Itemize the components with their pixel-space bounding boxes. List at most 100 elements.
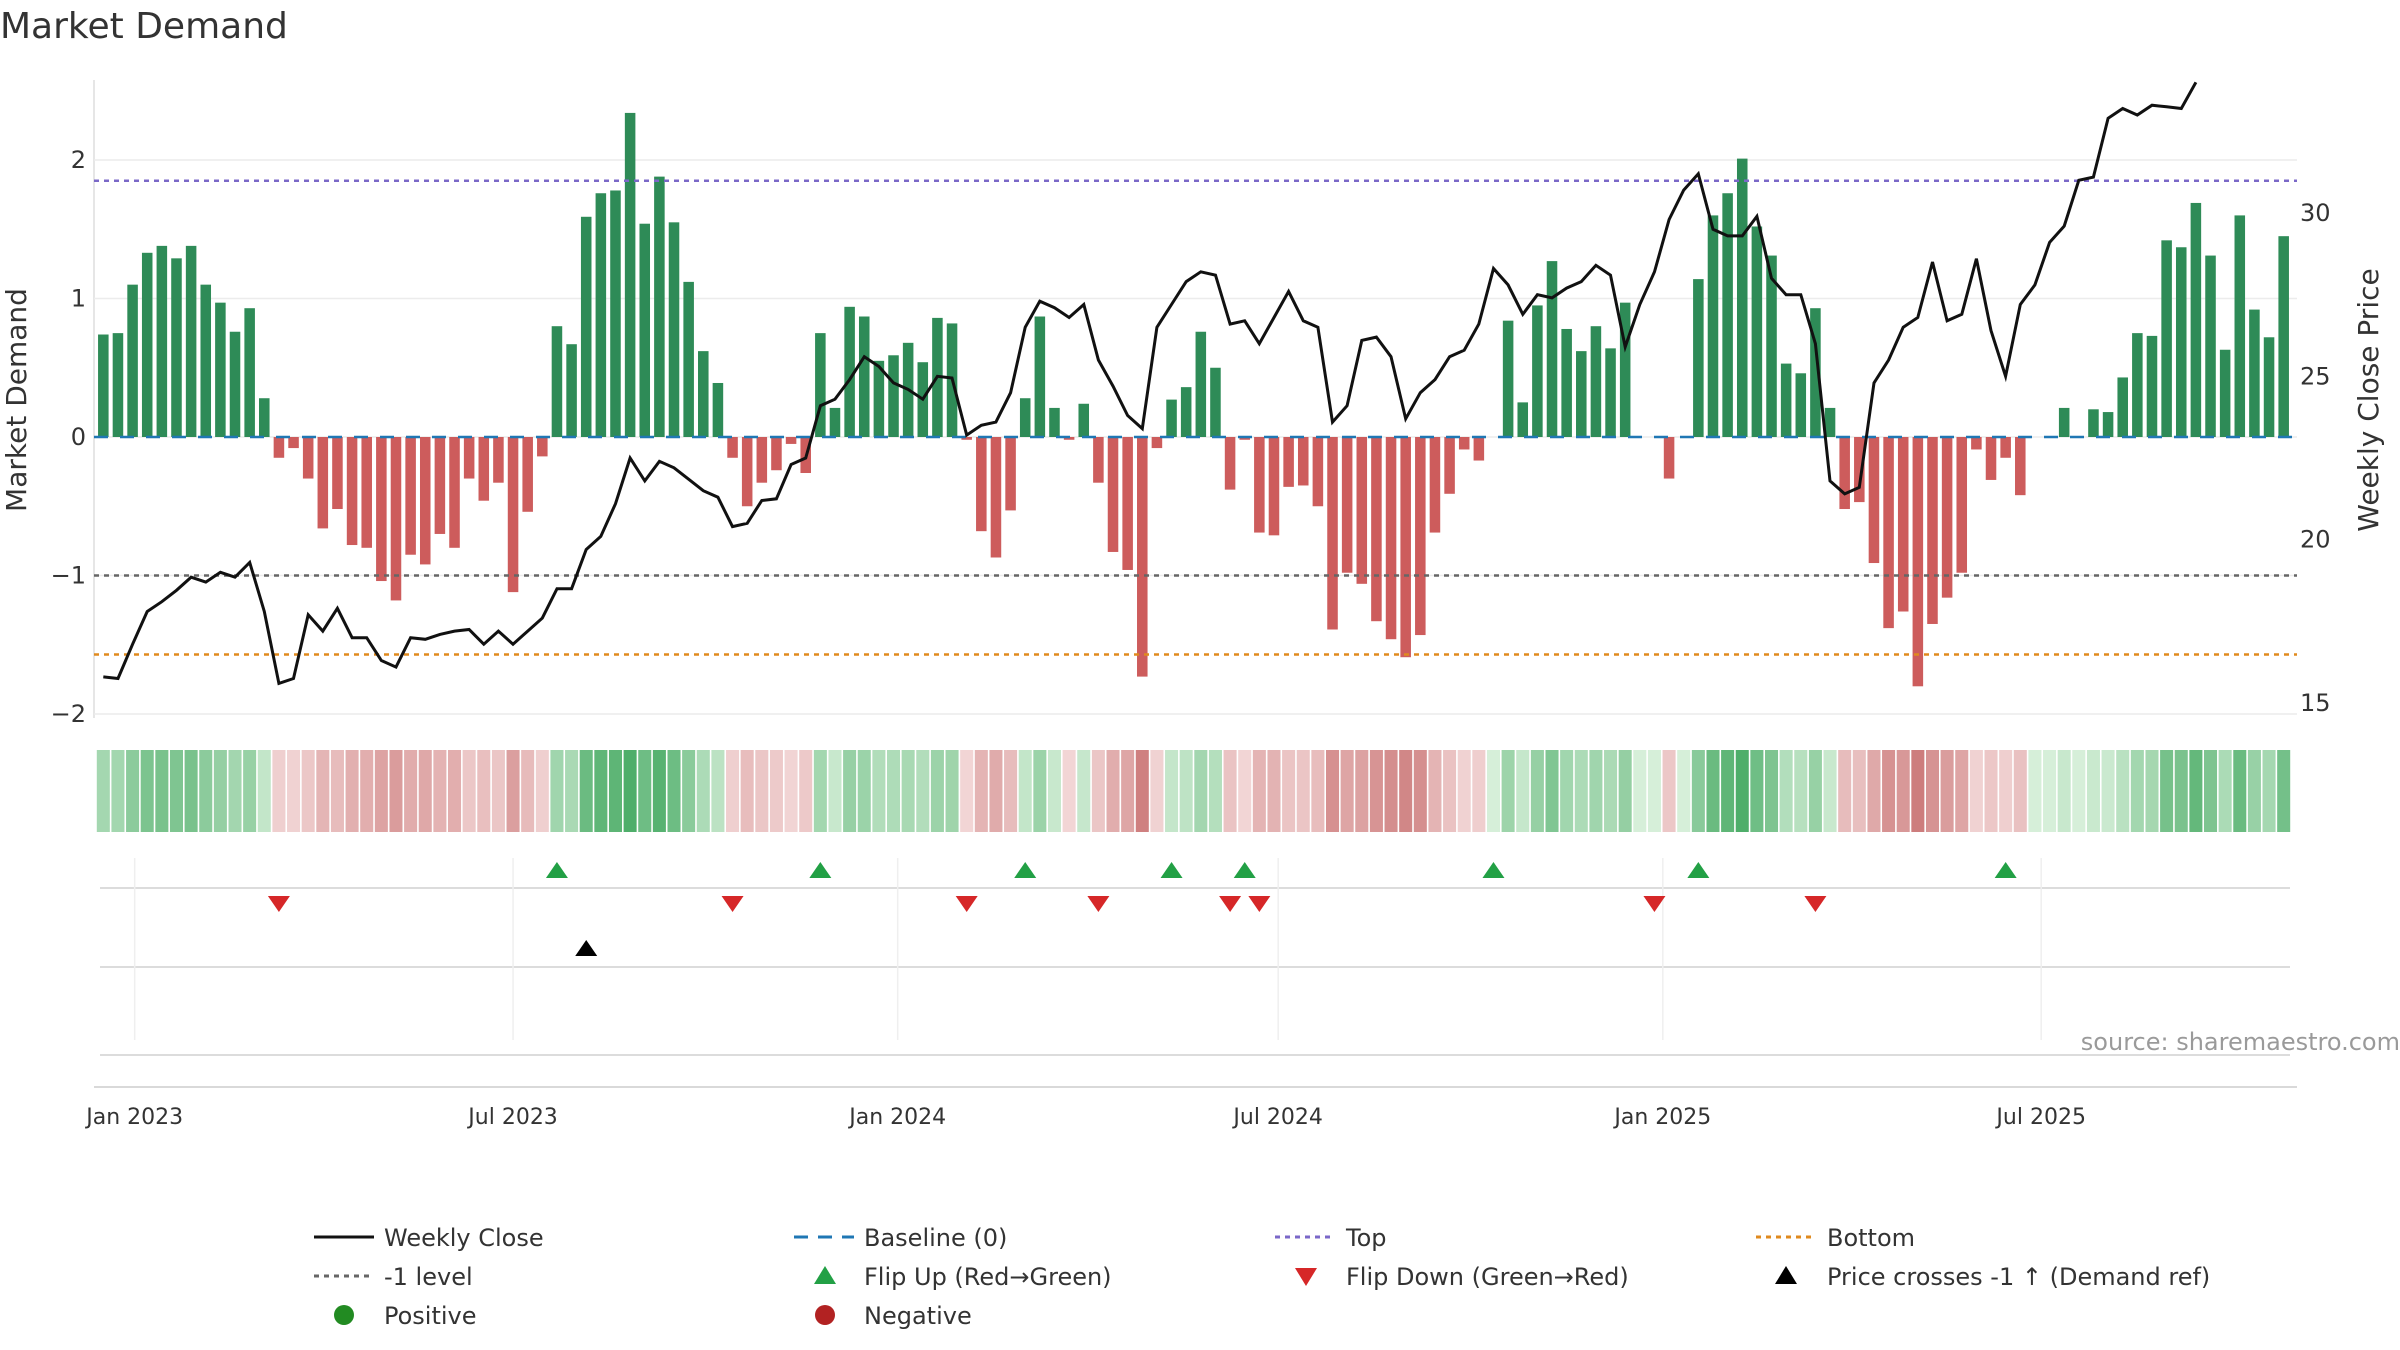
negative-demand-bar [1868, 437, 1880, 564]
negative-demand-bar [1356, 437, 1368, 584]
x-tick-label: Jan 2023 [84, 1105, 183, 1130]
flip-down-marker [1643, 896, 1666, 912]
flip-down-marker [1219, 896, 1242, 912]
heat-strip-cell [1047, 750, 1061, 832]
legend-flip-up: Flip Up (Red→Green) [814, 1263, 1112, 1291]
positive-demand-bar [2263, 337, 2275, 437]
svg-text:Weekly Close: Weekly Close [384, 1224, 544, 1252]
heat-strip-cell [433, 750, 447, 832]
heat-strip-cell [2013, 750, 2027, 832]
heat-strip-cell [2101, 750, 2115, 832]
heat-strip-cell [1326, 750, 1340, 832]
heat-strip-cell [726, 750, 740, 832]
positive-demand-bar [2278, 236, 2289, 437]
negative-demand-bar [1897, 437, 1909, 612]
heat-strip-cell [1604, 750, 1618, 832]
weekly-close-line [103, 81, 2198, 686]
positive-demand-bar [1824, 407, 1836, 437]
negative-demand-bar [1268, 437, 1280, 536]
svg-text:Flip Up (Red→Green): Flip Up (Red→Green) [864, 1263, 1112, 1291]
heat-strip-cell [916, 750, 930, 832]
heat-strip-cell [784, 750, 798, 832]
negative-demand-bar [1005, 437, 1016, 511]
negative-demand-bar [1429, 437, 1441, 533]
heat-strip-cell [1282, 750, 1296, 832]
positive-demand-bar [2175, 247, 2187, 437]
heat-strip-cell [1750, 750, 1764, 832]
heat-strip-cell [1413, 750, 1427, 832]
legend-price-cross: Price crosses -1 ↑ (Demand ref) [1775, 1263, 2210, 1291]
legend-bottom: Bottom [1756, 1224, 1915, 1252]
positive-demand-bar [1210, 367, 1221, 437]
heat-strip-cell [1311, 750, 1325, 832]
heat-strip-cell [550, 750, 564, 832]
negative-demand-bar [771, 437, 782, 471]
heat-strip-cell [1808, 750, 1822, 832]
heat-strip-cell [1647, 750, 1661, 832]
heat-strip-cell [535, 750, 549, 832]
positive-demand-bar [1751, 226, 1763, 437]
heat-strip-cell [1091, 750, 1105, 832]
heat-strip-cell [2262, 750, 2276, 832]
positive-demand-bar [1619, 302, 1631, 437]
positive-demand-bar [595, 193, 607, 437]
positive-demand-bar [244, 308, 255, 437]
heat-strip-cell [389, 750, 403, 832]
positive-demand-bar [1722, 193, 1733, 437]
heat-strip-cell [1062, 750, 1076, 832]
right-axis-label: Weekly Close Price [2352, 268, 2385, 531]
heat-strip-cell [682, 750, 696, 832]
heat-strip-cell [477, 750, 491, 832]
x-tick-label: Jul 2023 [466, 1105, 558, 1130]
negative-demand-bar [1063, 437, 1075, 440]
negative-demand-bar [1927, 437, 1938, 624]
heat-strip-cell [506, 750, 520, 832]
positive-demand-bar [1795, 373, 1807, 437]
heat-strip-cell [2043, 750, 2057, 832]
x-tick-label: Jan 2025 [1612, 1105, 1711, 1130]
svg-text:Price crosses -1 ↑ (Demand ref: Price crosses -1 ↑ (Demand ref) [1827, 1263, 2210, 1291]
positive-demand-bar [2161, 240, 2172, 437]
heat-strip-cell [1618, 750, 1632, 832]
positive-demand-bar [2249, 309, 2260, 437]
x-axis-ticks: Jan 2023 Jul 2023 Jan 2024 Jul 2024 Jan 2025… [84, 1105, 2086, 1130]
heat-strip-cell [272, 750, 286, 832]
right-y-tick-label: 25 [2300, 362, 2331, 390]
negative-demand-bar [1151, 437, 1163, 449]
negative-demand-bar [1239, 437, 1250, 440]
negative-demand-bar [1854, 437, 1865, 503]
positive-demand-bar [200, 284, 212, 437]
heat-strip-cell [1355, 750, 1369, 832]
negative-demand-bar [1444, 437, 1455, 494]
heat-strip-cell [1633, 750, 1647, 832]
negative-demand-bar [1941, 437, 1953, 598]
negative-demand-bar [1107, 437, 1119, 552]
heat-strip-cell [1794, 750, 1808, 832]
negative-demand-bar [785, 437, 797, 444]
positive-demand-bar [112, 333, 124, 437]
positive-demand-bar [127, 284, 138, 437]
heat-strip-cell [1369, 750, 1383, 832]
positive-demand-bar [844, 306, 855, 437]
negative-demand-bar [1341, 437, 1353, 573]
heat-strip-cell [1179, 750, 1193, 832]
heat-strip-cell [1004, 750, 1018, 832]
negative-demand-bar [1883, 437, 1894, 629]
flip-up-marker [1014, 862, 1037, 878]
negative-demand-bar [990, 437, 1002, 558]
positive-demand-bar [1707, 215, 1719, 437]
heat-strip-cell [1589, 750, 1603, 832]
negative-demand-bar [2000, 437, 2011, 458]
heat-strip-cell [930, 750, 944, 832]
negative-demand-bar [1458, 437, 1470, 450]
negative-demand-bar [1297, 437, 1309, 486]
negative-demand-bar [1327, 437, 1338, 630]
positive-demand-bar [2058, 407, 2070, 437]
heat-strip-cell [1428, 750, 1442, 832]
positive-demand-bar [1561, 328, 1572, 437]
positive-demand-bar [2234, 215, 2246, 437]
negative-demand-bar [288, 437, 299, 449]
negative-demand-bar [1122, 437, 1133, 570]
heat-strip-cell [2086, 750, 2100, 832]
positive-demand-bar [1166, 399, 1177, 437]
